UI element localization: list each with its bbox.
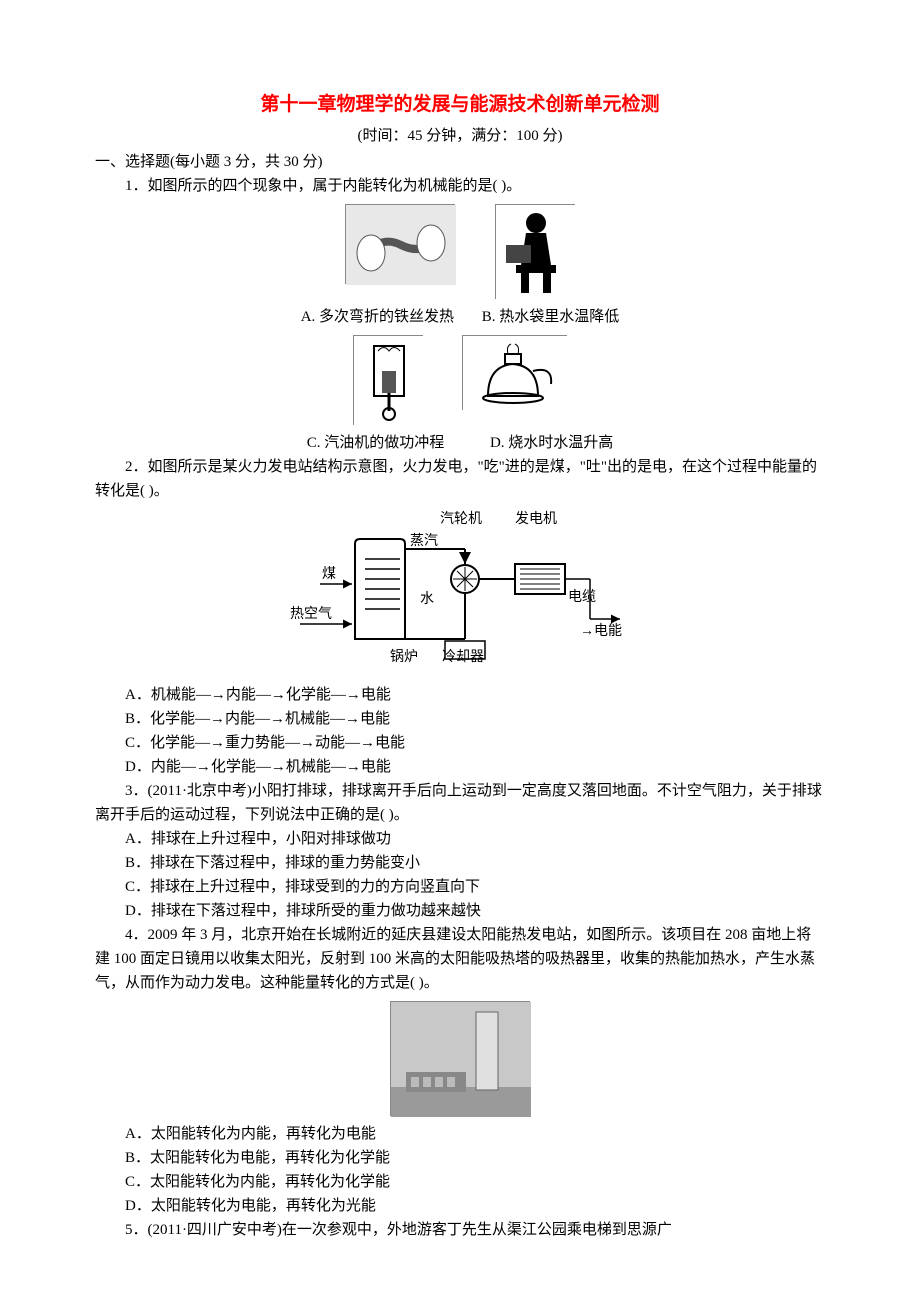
q2-optA: A．机械能―→内能―→化学能―→电能: [95, 683, 825, 707]
label-guolu: 锅炉: [390, 647, 418, 669]
subtitle: (时间：45 分钟，满分：100 分): [95, 124, 825, 148]
label-rekongqi: 热空气: [290, 604, 332, 626]
q2-optC: C．化学能―→重力势能―→动能―→电能: [95, 731, 825, 755]
q2-optB: B．化学能―→内能―→机械能―→电能: [95, 707, 825, 731]
q1-stem: 1．如图所示的四个现象中，属于内能转化为机械能的是( )。: [95, 174, 825, 198]
q1-images-row2: [95, 335, 825, 425]
q1-caption-b: B. 热水袋里水温降低: [482, 305, 620, 329]
q3-optB: B．排球在下落过程中，排球的重力势能变小: [95, 851, 825, 875]
label-dianneng: →电能: [580, 621, 622, 643]
label-dianlan: 电缆: [568, 587, 596, 609]
q5-stem: 5．(2011·四川广安中考)在一次参观中，外地游客丁先生从渠江公园乘电梯到思源…: [95, 1218, 825, 1242]
q2-diagram-wrap: 汽轮机 发电机 蒸汽 煤 热空气 水 锅炉 冷却器 电缆 →电能: [95, 509, 825, 677]
label-mei: 煤: [322, 564, 336, 586]
q3-optC: C．排球在上升过程中，排球受到的力的方向竖直向下: [95, 875, 825, 899]
q2-optD: D．内能―→化学能―→机械能―→电能: [95, 755, 825, 779]
q4-optB: B．太阳能转化为电能，再转化为化学能: [95, 1146, 825, 1170]
q3-optA: A．排球在上升过程中，小阳对排球做功: [95, 827, 825, 851]
q1-caption-row2: C. 汽油机的做功冲程 D. 烧水时水温升高: [95, 431, 825, 455]
q3-optD: D．排球在下落过程中，排球所受的重力做功越来越快: [95, 899, 825, 923]
q4-image-wrap: [95, 1001, 825, 1116]
q2-diagram: 汽轮机 发电机 蒸汽 煤 热空气 水 锅炉 冷却器 电缆 →电能: [290, 509, 630, 669]
q4-stem: 4．2009 年 3 月，北京开始在长城附近的延庆县建设太阳能热发电站，如图所示…: [95, 923, 825, 995]
label-lengqueqi: 冷却器: [442, 647, 484, 669]
q1-image-d: [462, 335, 567, 410]
q4-image: [390, 1001, 530, 1116]
q4-optD: D．太阳能转化为电能，再转化为光能: [95, 1194, 825, 1218]
q1-image-a: [345, 204, 455, 284]
q4-optA: A．太阳能转化为内能，再转化为电能: [95, 1122, 825, 1146]
label-fadianji: 发电机: [515, 509, 557, 531]
label-shui: 水: [420, 589, 434, 611]
q4-optC: C．太阳能转化为内能，再转化为化学能: [95, 1170, 825, 1194]
section-1-head: 一、选择题(每小题 3 分，共 30 分): [95, 150, 825, 174]
q1-caption-a: A. 多次弯折的铁丝发热: [301, 305, 454, 329]
q3-stem: 3．(2011·北京中考)小阳打排球，排球离开手后向上运动到一定高度又落回地面。…: [95, 779, 825, 827]
q2-stem: 2．如图所示是某火力发电站结构示意图，火力发电，"吃"进的是煤，"吐"出的是电，…: [95, 455, 825, 503]
label-qilunji: 汽轮机: [440, 509, 482, 531]
q1-images-row1: [95, 204, 825, 299]
q1-caption-row1: A. 多次弯折的铁丝发热 B. 热水袋里水温降低: [95, 305, 825, 329]
q1-image-c: [353, 335, 423, 425]
page-title: 第十一章物理学的发展与能源技术创新单元检测: [95, 90, 825, 120]
q1-caption-d: D. 烧水时水温升高: [490, 431, 613, 455]
q1-caption-c: C. 汽油机的做功冲程: [307, 431, 445, 455]
label-zhengqi: 蒸汽: [410, 531, 438, 553]
q1-image-b: [495, 204, 575, 299]
